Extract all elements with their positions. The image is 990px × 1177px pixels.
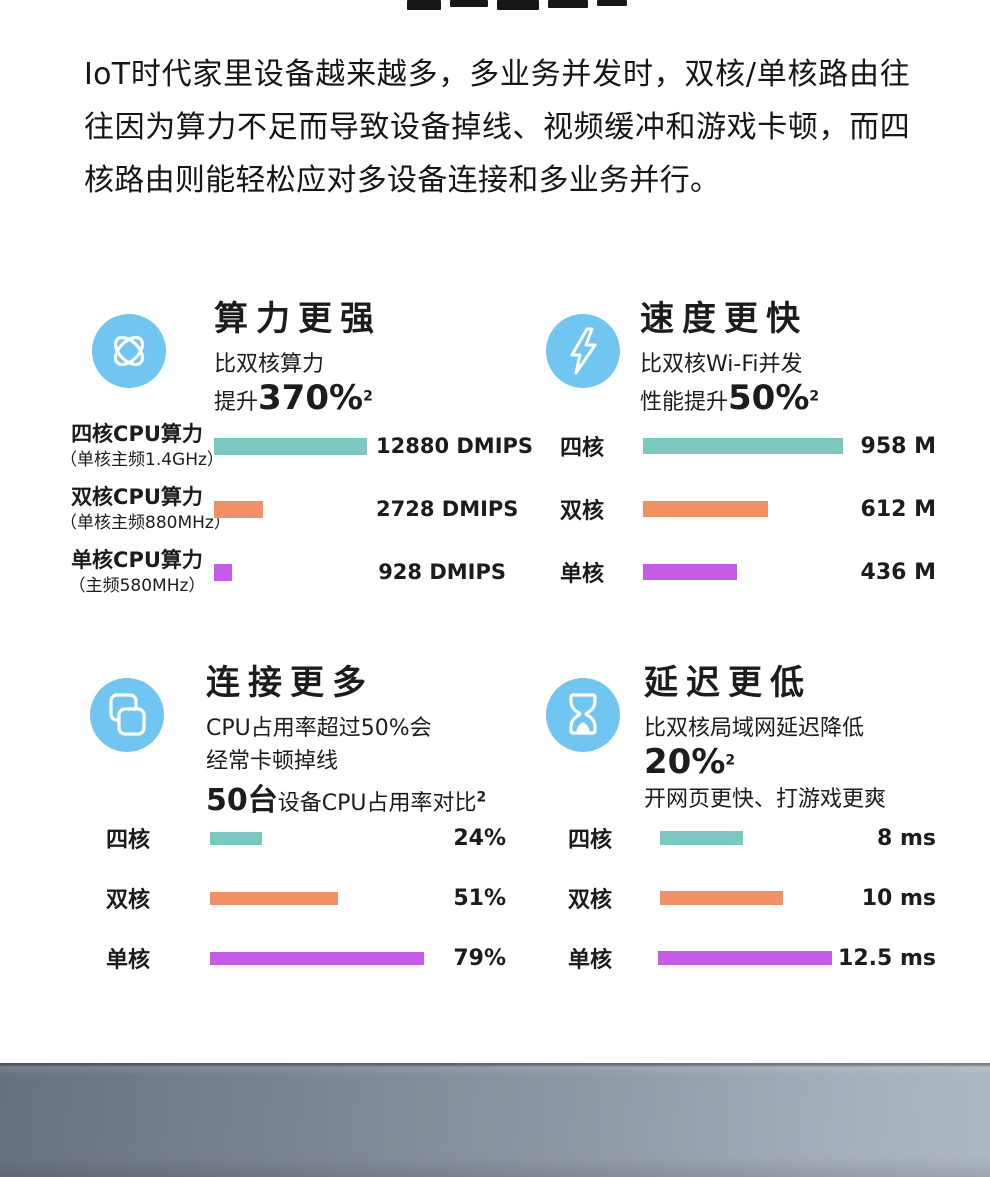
row-label: 双核 (106, 888, 151, 913)
clipped-glyph (597, 0, 627, 6)
row-value: 12.5 ms (838, 945, 936, 971)
lightning-icon (546, 314, 620, 388)
intro-paragraph: IoT时代家里设备越来越多，多业务并发时，双核/单核路由往往因为算力不足而导致设… (84, 57, 910, 198)
chart-row: 双核 51% (60, 870, 506, 926)
row-label: 四核 (106, 828, 151, 853)
dual-core-bar (643, 501, 768, 517)
dual-core-bar (214, 500, 263, 518)
chart-row: 四核 24% (60, 810, 506, 866)
row-label: 双核CPU算力 （单核主频880MHz） (60, 484, 231, 533)
section-header: 连接更多 CPU占用率超过50%会 经常卡顿掉线 50台设备CPU占用率对比2 (60, 660, 506, 823)
row-label: 双核 (560, 499, 605, 524)
chart-row: 双核 10 ms (540, 870, 936, 926)
section-speed: 速度更快 比双核Wi-Fi并发 性能提升50%2 四核 958 M 双核 612… (540, 296, 936, 587)
clipped-glyph (548, 0, 588, 8)
row-label: 四核 (560, 436, 605, 461)
dual-core-bar (210, 891, 338, 905)
bar-track (210, 831, 430, 845)
section-header: 延迟更低 比双核局域网延迟降低20%2 开网页更快、打游戏更爽 (540, 660, 936, 816)
row-label: 单核CPU算力 （主频580MHz） (68, 547, 206, 596)
bar-track (214, 500, 376, 518)
bar-chart: 四核CPU算力 （单核主频1.4GHz） 12880 DMIPS 双核CPU算力… (60, 418, 533, 607)
row-value: 51% (453, 885, 506, 911)
row-label: 单核 (106, 948, 151, 973)
bar-track (643, 438, 848, 454)
footnote-marker: 2 (809, 388, 820, 405)
bar-track (214, 563, 376, 581)
footnote-marker: 2 (476, 789, 487, 806)
row-value: 436 M (860, 559, 936, 585)
bar-chart: 四核 24% 双核 51% 单核 79% (60, 810, 506, 990)
section-header: 速度更快 比双核Wi-Fi并发 性能提升50%2 (540, 296, 936, 419)
quad-core-bar (660, 831, 743, 845)
section-subtitle: 比双核算力 提升370%2 (214, 351, 373, 418)
section-subtitle: 比双核Wi-Fi并发 性能提升50%2 (640, 351, 820, 418)
row-label: 四核 (568, 828, 613, 853)
quad-core-bar (210, 831, 262, 845)
bar-chart: 四核 8 ms 双核 10 ms 单核 12.5 ms (540, 810, 936, 990)
single-core-bar (210, 951, 424, 965)
chart-row: 双核 612 M (540, 481, 936, 537)
section-title: 延迟更低 (644, 663, 812, 703)
chart-row: 双核CPU算力 （单核主频880MHz） 2728 DMIPS (60, 481, 518, 537)
footnote-marker: 2 (363, 388, 373, 405)
row-value: 928 DMIPS (378, 560, 506, 584)
section-subtitle: CPU占用率超过50%会 经常卡顿掉线 50台设备CPU占用率对比2 (206, 715, 487, 818)
bar-track (210, 951, 430, 965)
row-label: 四核CPU算力 （单核主频1.4GHz） (60, 421, 224, 470)
row-value: 958 M (860, 433, 936, 459)
row-label: 单核 (560, 562, 605, 587)
chart-row: 单核 12.5 ms (540, 930, 936, 986)
clipped-glyph (407, 0, 441, 10)
row-value: 12880 DMIPS (376, 434, 534, 458)
row-value: 24% (453, 825, 506, 851)
chart-row: 单核 79% (60, 930, 506, 986)
bar-track (210, 891, 430, 905)
single-core-bar (214, 563, 232, 581)
row-value: 2728 DMIPS (376, 497, 519, 521)
bar-track (643, 501, 848, 517)
quad-core-bar (214, 437, 367, 455)
row-value: 8 ms (877, 825, 936, 851)
chart-row: 四核CPU算力 （单核主频1.4GHz） 12880 DMIPS (60, 418, 533, 474)
dual-core-bar (660, 891, 783, 905)
bar-track (643, 564, 848, 580)
clipped-glyph (450, 0, 488, 7)
row-value: 79% (453, 945, 506, 971)
bottom-metal-surface (0, 1063, 990, 1177)
bar-track (660, 831, 840, 845)
row-label: 单核 (568, 948, 613, 973)
bar-track (660, 891, 840, 905)
section-title: 连接更多 (206, 663, 374, 703)
bar-track (658, 951, 838, 965)
hourglass-icon (546, 678, 620, 752)
section-connections: 连接更多 CPU占用率超过50%会 经常卡顿掉线 50台设备CPU占用率对比2 … (60, 660, 506, 973)
section-title: 速度更快 (640, 299, 808, 339)
clipped-glyph (497, 0, 539, 10)
bar-chart: 四核 958 M 双核 612 M 单核 436 M (540, 418, 936, 607)
section-header: 算力更强 比双核算力 提升370%2 (60, 296, 506, 419)
row-label: 双核 (568, 888, 613, 913)
chart-row: 单核CPU算力 （主频580MHz） 928 DMIPS (60, 544, 506, 600)
overlap-squares-icon (90, 678, 164, 752)
atom-icon (92, 314, 166, 388)
section-compute-power: 算力更强 比双核算力 提升370%2 四核CPU算力 （单核主频1.4GHz） … (60, 296, 533, 596)
quad-core-bar (643, 438, 843, 454)
single-core-bar (658, 951, 833, 965)
section-latency: 延迟更低 比双核局域网延迟降低20%2 开网页更快、打游戏更爽 四核 8 ms … (540, 660, 936, 973)
section-subtitle: 比双核局域网延迟降低20%2 开网页更快、打游戏更爽 (644, 715, 887, 812)
section-title: 算力更强 (214, 299, 382, 339)
single-core-bar (643, 564, 737, 580)
chart-row: 单核 436 M (540, 544, 936, 600)
footnote-marker: 2 (725, 752, 736, 769)
row-value: 612 M (860, 496, 936, 522)
chart-row: 四核 8 ms (540, 810, 936, 866)
bar-track (214, 437, 376, 455)
clipped-heading-fragments (22, 0, 990, 12)
chart-row: 四核 958 M (540, 418, 936, 474)
row-value: 10 ms (861, 885, 936, 911)
